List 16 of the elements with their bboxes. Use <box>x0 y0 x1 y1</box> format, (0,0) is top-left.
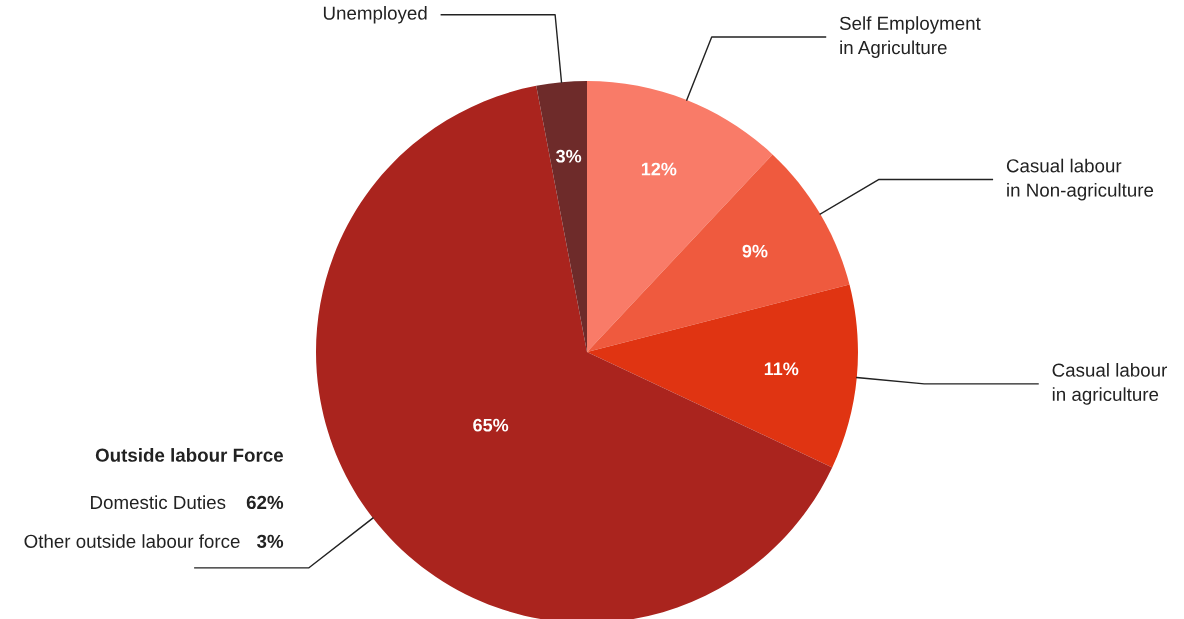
slice-label: Self Employment in Agriculture <box>839 16 981 58</box>
slice-label: Outside labour Force <box>95 448 283 462</box>
data-label: 3% <box>556 149 582 163</box>
pie-slice <box>587 154 850 352</box>
data-label: 12% <box>641 162 677 176</box>
text: Domestic Duties 62% <box>91 495 284 510</box>
pie-slice <box>536 81 587 352</box>
slice-label: Unemployed <box>323 6 427 24</box>
data-label: 11% <box>764 362 799 376</box>
slice-label: Casual labour in Non-agriculture <box>1006 158 1154 201</box>
pie-slice <box>587 81 773 352</box>
data-label: 9% <box>742 244 768 258</box>
pie-slice <box>587 284 858 468</box>
data-label: 65% <box>473 418 509 432</box>
slice-label: Casual labour in agriculture <box>1052 363 1167 405</box>
text: Other outside labour force 3% <box>24 534 284 548</box>
